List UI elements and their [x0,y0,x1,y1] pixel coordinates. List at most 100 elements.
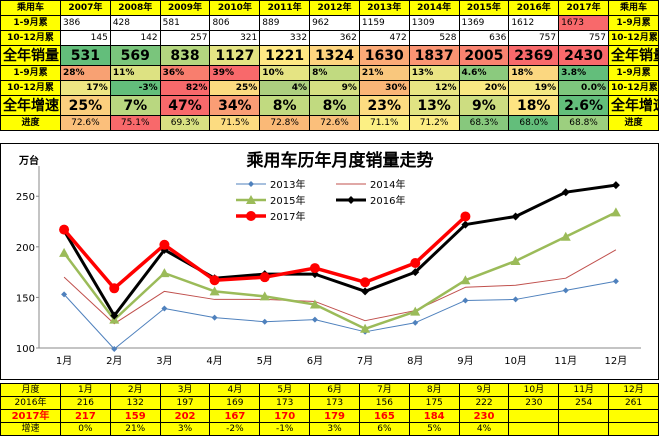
monthly-row: 增速 0% 21% 3% -2% -1% 3% 6% 5% 4% [0,422,659,436]
monthly-cell: -2% [209,422,261,436]
year-header: 2011年 [259,0,311,16]
row-label-right: 1-9月累 [608,15,659,31]
monthly-cell [558,409,610,423]
summary-cell: 11% [109,65,161,81]
x-tick-label: 11月 [554,355,577,367]
summary-cell: 28% [60,65,111,81]
monthly-cell [558,422,610,436]
summary-cell: 838 [159,45,211,66]
summary-cell: 13% [408,95,460,116]
data-point [411,268,420,277]
data-point [612,278,619,285]
row-label-right: 1-9月累 [608,65,659,81]
data-point [209,275,220,286]
summary-cell: 1837 [408,45,460,66]
month-header: 8月 [408,383,460,397]
summary-row: 10-12月累 145 142 257 321 332 362 472 528 636 757 757… [0,30,659,46]
summary-cell: 528 [408,30,460,46]
legend-label: 2014年 [370,178,405,191]
data-point [159,268,170,278]
data-point [259,272,270,283]
summary-cell: 2430 [558,45,609,66]
summary-cell: 1159 [358,15,410,31]
monthly-cell: 167 [209,409,261,423]
monthly-cell: 230 [458,409,510,423]
summary-table: 乘用车 2007年 2008年 2009年 2010年 2011年 2012年 2013年 20… [0,0,659,131]
summary-cell: 332 [259,30,311,46]
legend-label: 2015年 [270,194,305,207]
year-header: 2013年 [358,0,410,16]
corner-left-label: 乘用车 [0,0,61,16]
summary-cell: 757 [508,30,560,46]
summary-row: 10-12月累 17% -3% 82% 25% 4% 9% 30% 12% 20% 19% 0.0% 1… [0,80,659,96]
data-point [111,346,118,353]
month-header: 3月 [159,383,211,397]
row-label: 10-12月累 [0,80,61,96]
monthly-cell: 217 [60,409,111,423]
data-point [410,258,421,269]
monthly-table: 月度 1月 2月 3月 4月 5月 6月 7月 8月 9月 10月 11月 12月 2016年 216 132… [0,383,659,436]
month-header: 月度 [0,383,61,397]
summary-cell: 636 [458,30,510,46]
summary-cell: 36% [159,65,211,81]
data-point [110,311,119,320]
monthly-cell: 175 [408,396,460,410]
x-tick-label: 6月 [307,355,323,367]
data-point [211,314,218,321]
summary-row: 1-9月累 386 428 581 806 889 962 1159 1309 1369 1612 1… [0,15,659,31]
summary-cell: 8% [309,65,360,81]
summary-cell: 72.8% [259,115,311,131]
monthly-cell: 230 [508,396,560,410]
monthly-cell: 179 [309,409,360,423]
monthly-cell: -1% [259,422,311,436]
summary-cell: 10% [259,65,311,81]
series-line-2013年 [63,280,617,350]
month-header: 1月 [60,383,111,397]
data-point [261,318,268,325]
month-header: 4月 [209,383,261,397]
legend-marker [246,195,256,204]
legend-label: 2017年 [270,210,305,223]
monthly-row: 2016年 216 132 197 169 173 173 156 175 222 230 254 26… [0,396,659,410]
monthly-cell: 197 [159,396,211,410]
monthly-cell [608,409,659,423]
summary-cell: 2005 [458,45,510,66]
summary-cell: 0.0% [558,80,609,96]
summary-cell: 1324 [309,45,360,66]
monthly-cell: 254 [558,396,610,410]
summary-cell: 1369 [458,15,510,31]
x-tick-label: 1月 [56,355,72,367]
summary-cell: 428 [109,15,161,31]
x-tick-label: 8月 [407,355,423,367]
month-header-row: 月度 1月 2月 3月 4月 5月 6月 7月 8月 9月 10月 11月 12月 [0,383,659,397]
y-tick-label: 150 [16,293,35,304]
summary-cell: 19% [508,80,560,96]
year-header: 2009年 [159,0,211,16]
monthly-cell: 216 [60,396,111,410]
summary-cell: 68.0% [508,115,560,131]
summary-cell: 3.8% [558,65,609,81]
legend-marker [246,211,256,221]
data-point [611,181,620,190]
data-point [161,305,168,312]
summary-cell: 75.1% [109,115,161,131]
monthly-cell: 165 [358,409,410,423]
data-point [512,296,519,303]
month-header: 6月 [309,383,360,397]
data-point [460,211,471,222]
monthly-cell: 173 [259,396,311,410]
data-point [412,319,419,326]
row-label: 全年增速 [0,95,61,116]
summary-cell: 71.2% [408,115,460,131]
data-point [360,323,371,333]
monthly-cell: 3% [159,422,211,436]
data-point [360,277,371,288]
year-header: 2010年 [209,0,261,16]
summary-cell: 47% [159,95,211,116]
summary-cell: 8% [259,95,311,116]
summary-cell: 71.5% [209,115,261,131]
summary-cell: 68.8% [558,115,609,131]
row-label: 2017年 [0,409,61,423]
summary-header-row: 乘用车 2007年 2008年 2009年 2010年 2011年 2012年 2013年 20… [0,0,659,16]
summary-cell: 18% [508,95,560,116]
